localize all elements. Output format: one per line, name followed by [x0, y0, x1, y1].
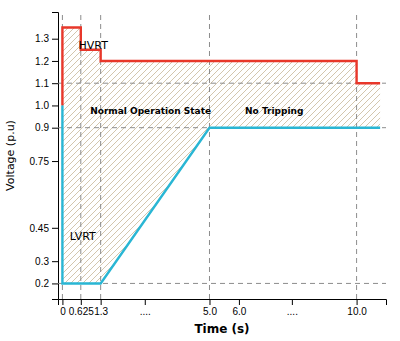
tick-mark: [145, 299, 146, 305]
tick: 0.2: [35, 278, 58, 289]
tick-label: ....: [140, 306, 151, 317]
tick: 0.9: [35, 122, 58, 133]
x-axis: 00.6251.3.... 5.0 6.0.... 10.0: [59, 299, 387, 317]
tick-label: 1.3: [94, 306, 108, 317]
tick-mark: [52, 39, 58, 40]
tick: 5.0: [203, 299, 217, 317]
annotation: No Tripping: [245, 106, 303, 116]
tick-label: 10.0: [347, 306, 367, 317]
tick-label: 0.625: [69, 306, 94, 317]
tick: 0.625: [69, 299, 94, 317]
reference-line: [58, 83, 386, 84]
reference-line: [58, 283, 386, 284]
tick-mark: [62, 299, 63, 305]
annotation: LVRT: [70, 230, 96, 243]
tick-mark: [81, 299, 82, 305]
tick-mark: [52, 83, 58, 84]
y-axis-title: Voltage (p.u): [4, 120, 17, 191]
tick-mark: [101, 299, 102, 305]
tick: 10.0: [347, 299, 367, 317]
tick-mark: [52, 61, 58, 62]
tick-mark: [52, 105, 58, 106]
tick: 0: [60, 299, 66, 317]
tick: ....: [287, 299, 298, 317]
tick-label: 1.0: [35, 100, 49, 111]
tick-label: 0.45: [30, 223, 50, 234]
tick-mark: [52, 283, 58, 284]
tick-mark: [292, 299, 293, 305]
tick-mark: [52, 228, 58, 229]
axis-line: [52, 13, 59, 300]
series-line: [62, 28, 380, 106]
x-axis-title: Time (s): [194, 322, 249, 336]
tick: 0.75: [30, 156, 58, 167]
tick-label: 0.2: [35, 278, 49, 289]
tick-mark: [357, 299, 358, 305]
tick-label: 1.2: [35, 56, 49, 67]
tick: ....: [140, 299, 151, 317]
tick: 6.0: [232, 299, 246, 317]
tick-label: 0: [60, 306, 66, 317]
reference-line: [356, 12, 357, 299]
series-line: [62, 105, 380, 283]
tick-label: 1.1: [35, 78, 49, 89]
tick-label: 0.9: [35, 122, 49, 133]
tick: 1.3: [35, 33, 58, 44]
tick: 1.1: [35, 78, 58, 89]
tick-mark: [52, 128, 58, 129]
tick-mark: [239, 299, 240, 305]
tick-label: 0.3: [35, 256, 49, 267]
tick-label: ....: [287, 306, 298, 317]
annotation: Normal Operation State: [90, 106, 211, 116]
tick: 0.3: [35, 256, 58, 267]
tick-label: 1.3: [35, 33, 49, 44]
reference-line: [209, 12, 210, 299]
tick-mark: [52, 261, 58, 262]
chart: 00.6251.3....5.06.0....10.00.20.30.450.7…: [0, 0, 400, 341]
tick-mark: [52, 161, 58, 162]
tick-label: 6.0: [232, 306, 246, 317]
tick-label: 5.0: [203, 306, 217, 317]
reference-line: [80, 12, 81, 299]
axis-line: [59, 300, 387, 306]
tick: 0.45: [30, 223, 58, 234]
plot-area: [58, 12, 386, 299]
tick: 1.2: [35, 56, 58, 67]
y-axis: 0.2 0.3 0.45 0.75 0.9 1.0 1.1 1.2 1.3: [30, 13, 59, 300]
annotation: HVRT: [79, 39, 109, 52]
tick: 1.3: [94, 299, 108, 317]
ride-through-band: [62, 28, 380, 284]
tick-mark: [209, 299, 210, 305]
tick: 1.0: [35, 100, 58, 111]
tick-label: 0.75: [30, 156, 50, 167]
